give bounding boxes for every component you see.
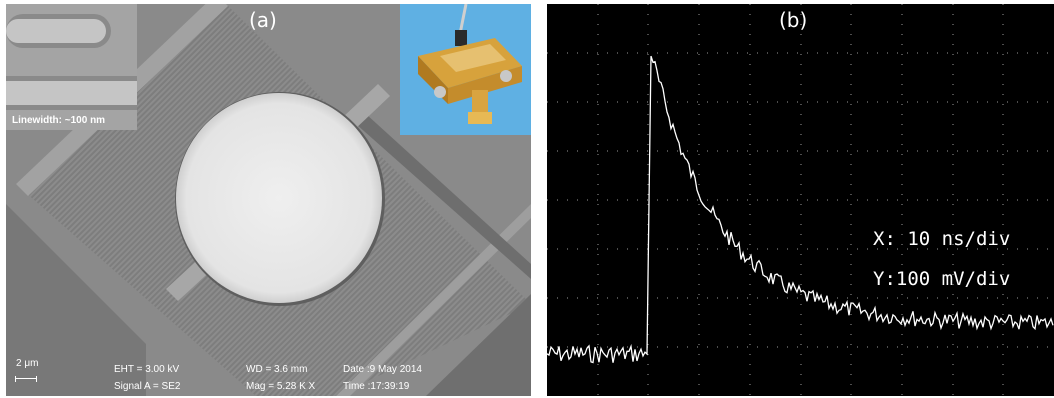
signal-trace (547, 55, 1054, 364)
sem-image-panel: Linewidth: ~100 nm (a) 2 μm EHT = 3.00 k… (6, 4, 531, 396)
device-photo-inset (400, 4, 531, 135)
date-value: Date :9 May 2014 (343, 364, 422, 375)
oscilloscope-panel: (b) X: 10 ns/div Y:100 mV/div (547, 4, 1054, 396)
oscilloscope-screen (547, 4, 1054, 396)
packaged-device-photo (400, 4, 531, 135)
scale-bar (15, 376, 37, 382)
sem-info-bar: 2 μm EHT = 3.00 kV Signal A = SE2 WD = 3… (6, 354, 531, 396)
time-value: Time :17:39:19 (343, 381, 410, 392)
panel-label-a: (a) (249, 8, 277, 32)
eht-value: EHT = 3.00 kV (114, 364, 180, 375)
x-scale-readout: X: 10 ns/div (873, 228, 1011, 250)
mag-value: Mag = 5.28 K X (246, 381, 316, 392)
panel-label-b: (b) (779, 8, 808, 32)
signal-value: Signal A = SE2 (114, 381, 181, 392)
wd-value: WD = 3.6 mm (246, 364, 308, 375)
oscilloscope-grid (547, 4, 1054, 396)
inset-caption: Linewidth: ~100 nm (12, 115, 106, 126)
nanowire-inset-image (6, 4, 137, 130)
scale-bar-label: 2 μm (16, 358, 39, 369)
nanowire-inset: Linewidth: ~100 nm (6, 4, 137, 130)
y-scale-readout: Y:100 mV/div (873, 268, 1011, 290)
